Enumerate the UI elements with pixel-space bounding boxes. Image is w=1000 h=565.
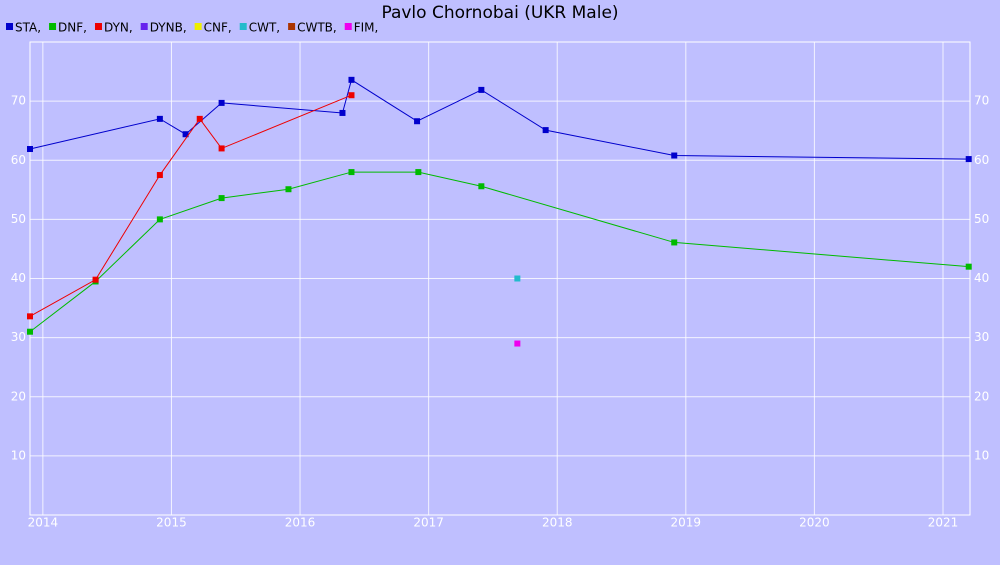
- legend-label: DYN,: [104, 21, 133, 35]
- legend-swatch: [344, 23, 352, 30]
- point: [514, 340, 521, 347]
- chart-title: Pavlo Chornobai (UKR Male): [381, 3, 618, 23]
- y-tick-label: 30: [11, 330, 26, 344]
- point: [348, 92, 355, 99]
- x-tick-label: 2015: [156, 516, 187, 530]
- point: [218, 145, 225, 152]
- point: [414, 118, 421, 125]
- point: [671, 239, 678, 246]
- point: [285, 186, 292, 193]
- y-tick-label: 20: [11, 389, 26, 403]
- legend-label: DNF,: [58, 21, 87, 35]
- y-tick-label-right: 70: [974, 94, 989, 108]
- point: [27, 313, 33, 320]
- x-tick-label: 2021: [928, 516, 959, 530]
- point: [348, 76, 355, 83]
- y-tick-label-right: 50: [974, 212, 989, 226]
- point: [156, 216, 163, 223]
- point: [339, 109, 346, 116]
- legend-label: CWTB,: [297, 21, 337, 35]
- point: [514, 275, 521, 282]
- point: [92, 276, 99, 283]
- point: [182, 131, 189, 138]
- x-tick-label: 2016: [285, 516, 316, 530]
- point: [196, 115, 203, 122]
- legend-label: CNF,: [204, 21, 232, 35]
- y-tick-label-right: 20: [974, 389, 989, 403]
- point: [965, 156, 972, 163]
- legend-label: DYNB,: [150, 21, 187, 35]
- point: [542, 127, 549, 134]
- x-tick-label: 2018: [542, 516, 573, 530]
- series-line: [29, 94, 352, 317]
- point: [671, 152, 678, 159]
- legend-swatch: [94, 23, 102, 30]
- y-tick-label: 70: [11, 94, 26, 108]
- legend-swatch: [6, 23, 13, 30]
- point: [415, 169, 422, 176]
- y-tick-label: 50: [11, 212, 26, 226]
- x-tick-label: 2020: [799, 516, 830, 530]
- legend-swatch: [239, 23, 247, 30]
- point: [348, 169, 355, 176]
- legend-label: STA,: [15, 21, 41, 35]
- y-tick-label-right: 10: [974, 448, 989, 462]
- legend-label: FIM,: [354, 21, 379, 35]
- point: [478, 183, 485, 190]
- x-tick-label: 2014: [28, 516, 59, 530]
- legend-swatch: [288, 23, 296, 30]
- y-tick-label-right: 30: [974, 330, 989, 344]
- legend-swatch: [140, 23, 148, 30]
- x-tick-label: 2019: [671, 516, 702, 530]
- point: [965, 263, 972, 270]
- point: [478, 86, 485, 93]
- series-line: [29, 79, 969, 160]
- point: [218, 99, 225, 106]
- point: [27, 328, 33, 335]
- y-tick-label: 60: [11, 153, 26, 167]
- point: [218, 195, 225, 202]
- y-tick-label-right: 60: [974, 153, 989, 167]
- point: [156, 172, 163, 179]
- legend-swatch: [194, 23, 202, 30]
- x-tick-label: 2017: [413, 516, 444, 530]
- legend-label: CWT,: [249, 21, 280, 35]
- y-tick-label-right: 40: [974, 271, 989, 285]
- point: [27, 146, 33, 153]
- series-line: [29, 171, 969, 333]
- legend-swatch: [49, 23, 57, 30]
- y-tick-label: 40: [11, 271, 26, 285]
- point: [156, 115, 163, 122]
- y-tick-label: 10: [11, 448, 26, 462]
